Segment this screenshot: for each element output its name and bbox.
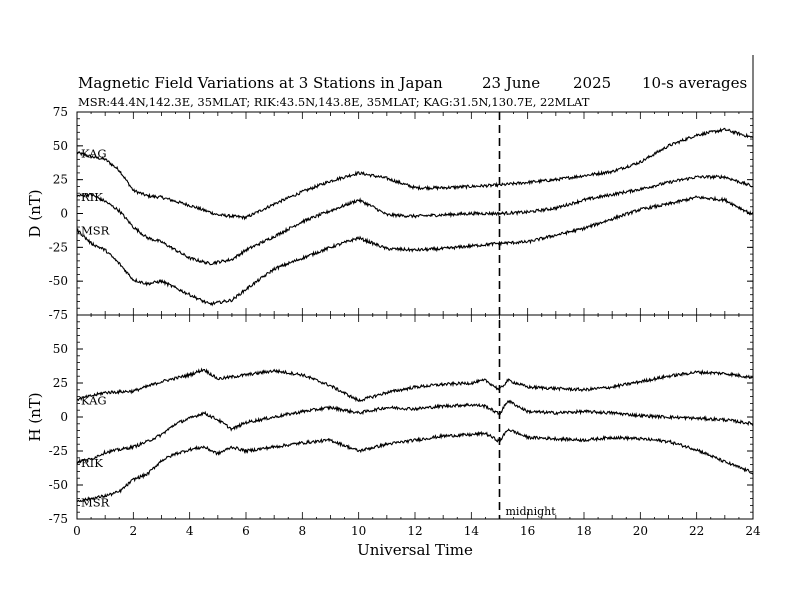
y-axis-label: D (nT) <box>26 189 44 237</box>
y-tick-label: -25 <box>49 240 68 254</box>
y-tick-label: 25 <box>53 173 68 187</box>
plot-area: 75 50 25 0 -25 -50 -75 D (nT) KAG RIK MSR 50 25 0 -25 -… <box>26 55 761 559</box>
x-tick-label: 8 <box>299 524 307 538</box>
series-line-kag <box>76 367 754 403</box>
y-tick-label: 50 <box>53 139 68 153</box>
y-axis-label: H (nT) <box>26 392 44 441</box>
series-line-rik <box>76 399 754 464</box>
y-tick-label: 75 <box>53 105 68 119</box>
x-axis-label: Universal Time <box>357 541 473 559</box>
series-line-msr <box>76 195 754 307</box>
series-line-msr <box>76 428 754 503</box>
x-tick-label: 2 <box>130 524 138 538</box>
x-tick-label: 14 <box>464 524 480 538</box>
midnight-label: midnight <box>506 505 557 518</box>
x-tick-label: 12 <box>407 524 422 538</box>
y-tick-label: -75 <box>49 308 68 322</box>
station-label-kag: KAG <box>81 393 107 407</box>
y-tick-label: -50 <box>49 274 68 288</box>
x-tick-label: 16 <box>520 524 535 538</box>
x-tick-label: 4 <box>186 524 194 538</box>
chart-year: 2025 <box>573 74 611 92</box>
series-line-kag <box>76 127 754 221</box>
x-tick-label: 10 <box>351 524 366 538</box>
station-label-kag: KAG <box>81 147 107 161</box>
y-tick-label: -50 <box>49 478 68 492</box>
x-tick-label: 18 <box>576 524 591 538</box>
station-label-msr: MSR <box>81 495 110 509</box>
series-line-rik <box>76 174 754 266</box>
station-label-rik: RIK <box>81 456 103 470</box>
station-label-rik: RIK <box>81 190 103 204</box>
panel-frame <box>76 111 754 316</box>
chart-subtitle: MSR:44.4N,142.3E, 35MLAT; RIK:43.5N,143.… <box>78 95 590 109</box>
chart-title: Magnetic Field Variations at 3 Stations … <box>78 74 443 92</box>
y-tick-label: 25 <box>53 376 68 390</box>
y-tick-label: -25 <box>49 444 68 458</box>
y-tick-label: 0 <box>60 410 68 424</box>
chart-averaging: 10-s averages <box>642 74 747 92</box>
chart-date: 23 June <box>482 74 540 92</box>
x-tick-label: 24 <box>745 524 761 538</box>
y-tick-label: 50 <box>53 342 68 356</box>
x-tick-label: 0 <box>73 524 81 538</box>
x-tick-label: 6 <box>242 524 250 538</box>
y-tick-label: 0 <box>60 207 68 221</box>
y-tick-label: -75 <box>49 512 68 526</box>
station-label-msr: MSR <box>81 224 110 238</box>
x-tick-label: 22 <box>689 524 704 538</box>
x-tick-label: 20 <box>633 524 648 538</box>
